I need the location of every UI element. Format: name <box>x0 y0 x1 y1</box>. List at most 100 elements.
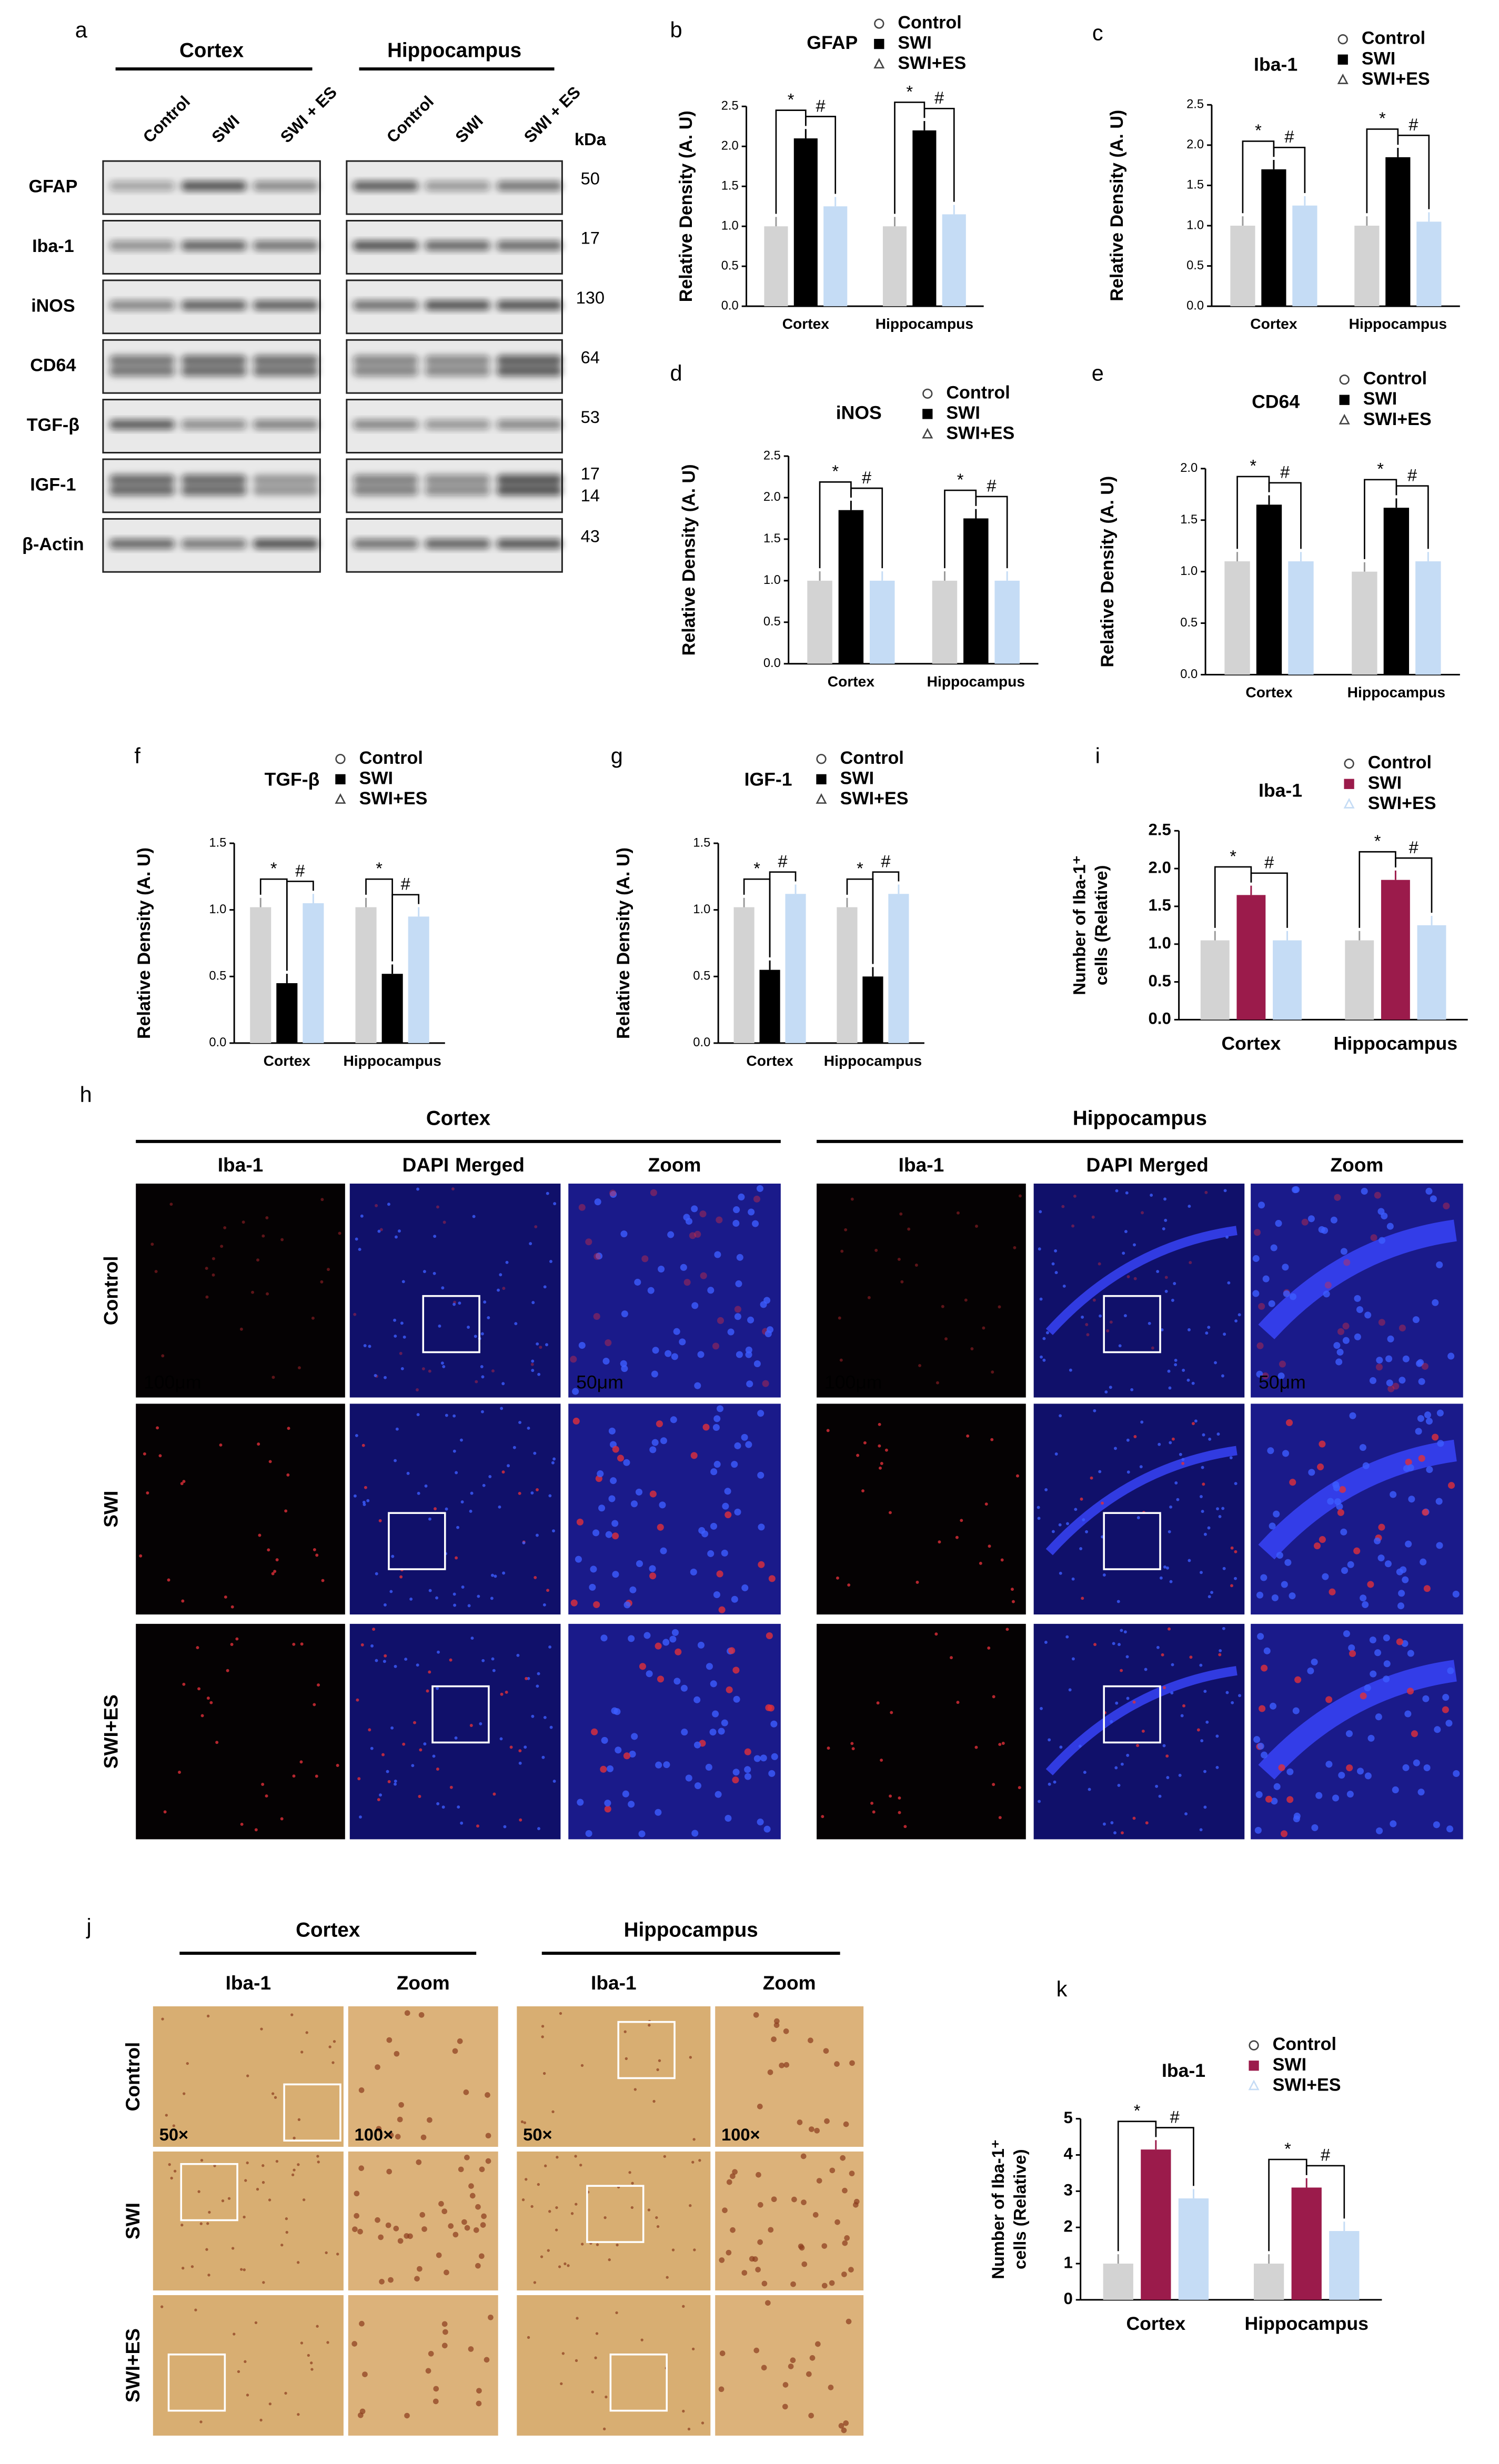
chart-title: iNOS <box>836 402 882 423</box>
cell <box>1132 1700 1136 1704</box>
stained-cell <box>397 2116 403 2123</box>
cell <box>662 1639 670 1646</box>
cell <box>440 1361 444 1365</box>
cell <box>161 1354 165 1358</box>
chart-title: IGF-1 <box>745 769 792 790</box>
cell <box>209 1701 213 1704</box>
cell <box>1430 1195 1437 1203</box>
kda-label: 17 <box>581 228 600 248</box>
stained-cell <box>808 2037 813 2044</box>
chart-title: Iba-1 <box>1162 2060 1205 2081</box>
bands <box>109 539 319 549</box>
sig-label: # <box>816 96 825 115</box>
cell <box>1370 1670 1377 1678</box>
cell <box>721 1549 728 1557</box>
cell <box>1339 1486 1346 1493</box>
cell <box>402 1742 406 1746</box>
cell <box>531 1301 535 1305</box>
band <box>496 181 562 191</box>
stained-cell <box>206 2222 209 2225</box>
stained-cell <box>199 2420 203 2423</box>
x-tick-label: Cortex <box>264 1052 311 1069</box>
y-tick-label: 1.0 <box>1180 564 1198 578</box>
cell <box>546 1589 550 1592</box>
band <box>496 420 562 430</box>
cell <box>1169 1441 1172 1445</box>
cell <box>1118 1643 1121 1647</box>
sig-label: * <box>957 470 964 489</box>
sig-label: # <box>1264 853 1274 872</box>
y-axis-label: Relative Density (A. U) <box>679 464 699 655</box>
zoom-box <box>1103 1685 1161 1744</box>
stained-cell <box>806 2371 812 2377</box>
legend-marker <box>922 428 933 439</box>
cell <box>1387 1385 1395 1392</box>
cell <box>1044 1488 1048 1491</box>
cell <box>533 1451 537 1455</box>
cell <box>311 1316 315 1320</box>
cell <box>1281 1830 1288 1837</box>
y-tick-label: 1.0 <box>1186 218 1204 232</box>
cell <box>998 1305 1001 1309</box>
cell <box>1436 1409 1444 1417</box>
stained-cell <box>464 2225 470 2231</box>
cell <box>418 1795 421 1798</box>
legend-marker <box>1248 2079 1260 2091</box>
cell <box>680 1264 687 1271</box>
cell <box>718 1606 726 1613</box>
cell <box>1369 1377 1376 1384</box>
y-tick-label: 1.0 <box>693 903 710 916</box>
cell <box>1071 1224 1075 1228</box>
zoom-box <box>1103 1295 1161 1354</box>
cell <box>1136 1516 1140 1520</box>
column-label: Merged <box>455 1154 525 1176</box>
legend-marker <box>816 774 827 785</box>
cell <box>697 1641 705 1649</box>
cell <box>1180 1714 1184 1718</box>
kda-label: 17 <box>581 463 600 483</box>
stained-cell <box>719 2350 726 2356</box>
cell <box>1113 1831 1117 1835</box>
cell <box>1123 1314 1127 1318</box>
cell <box>585 1830 592 1837</box>
stained-cell <box>523 2121 527 2124</box>
cell <box>606 1765 614 1772</box>
cell <box>336 1764 339 1767</box>
stained-cell <box>718 2386 725 2392</box>
cell <box>531 1359 535 1363</box>
cell <box>1215 1765 1219 1769</box>
band <box>109 181 175 191</box>
stained-cell <box>297 2413 300 2416</box>
cell <box>1181 1458 1185 1461</box>
stained-cell <box>302 2198 306 2202</box>
bar <box>837 907 858 1043</box>
cell <box>394 1779 397 1783</box>
cell <box>1101 1501 1104 1505</box>
cell <box>998 1743 1002 1746</box>
cell <box>490 1597 494 1600</box>
column-label: Zoom <box>763 1972 816 1994</box>
cell <box>400 1321 404 1325</box>
cell <box>826 1429 830 1432</box>
cell <box>697 1351 705 1358</box>
cell <box>1311 1824 1319 1831</box>
cell <box>1000 1558 1004 1562</box>
cell <box>590 1566 597 1573</box>
cell <box>1271 1797 1278 1805</box>
stained-cell <box>476 2388 482 2394</box>
cell <box>693 1696 701 1703</box>
cell <box>1048 1738 1051 1742</box>
panel-label: f <box>134 743 140 768</box>
cell <box>673 1678 681 1685</box>
hippocampal-layer <box>1258 1660 1457 1780</box>
band <box>181 474 247 484</box>
cell <box>655 1642 662 1650</box>
cell <box>539 1346 542 1349</box>
cell <box>1399 1325 1406 1332</box>
cell <box>356 1698 359 1702</box>
legend-marker <box>816 754 827 764</box>
cell <box>399 1575 403 1579</box>
cell <box>950 1656 953 1660</box>
cell <box>358 1248 361 1251</box>
stained-cell <box>844 2235 850 2241</box>
